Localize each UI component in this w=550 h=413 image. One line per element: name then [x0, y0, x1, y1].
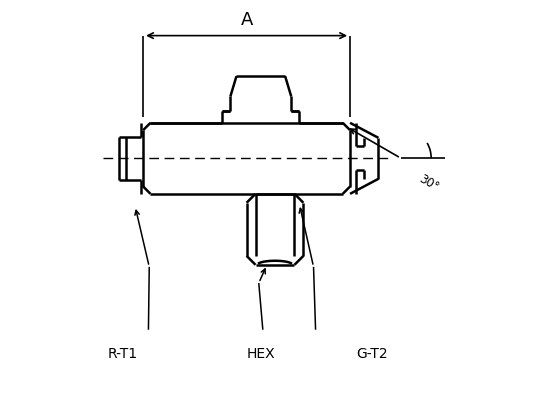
- Text: HEX: HEX: [246, 346, 275, 360]
- Text: G-T2: G-T2: [356, 346, 388, 360]
- Text: 30°: 30°: [417, 172, 441, 194]
- Text: A: A: [240, 10, 253, 28]
- Text: R-T1: R-T1: [108, 346, 138, 360]
